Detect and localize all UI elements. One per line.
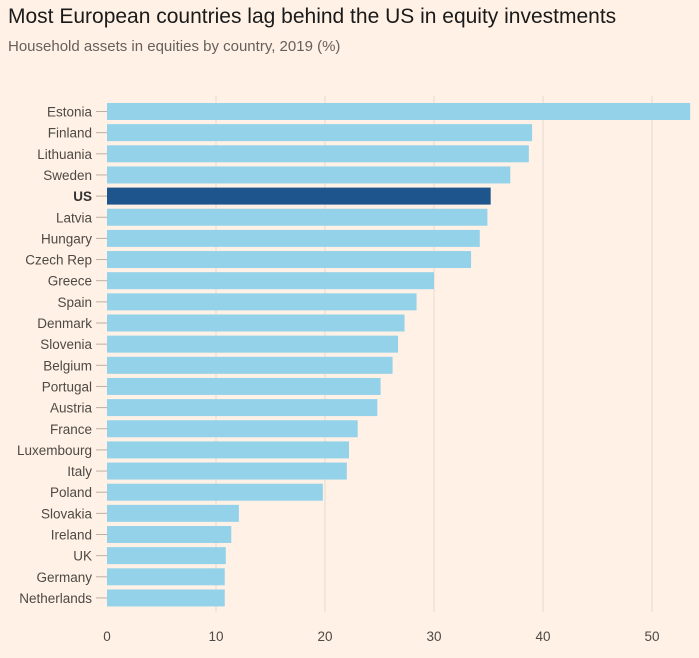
x-tick-label: 50 xyxy=(644,629,659,644)
bar-poland xyxy=(107,483,323,501)
category-label: France xyxy=(50,422,92,437)
category-label: Luxembourg xyxy=(17,443,92,458)
bar-italy xyxy=(107,462,347,480)
category-label: Austria xyxy=(50,401,93,416)
category-label: Greece xyxy=(48,274,92,289)
category-label: Czech Rep xyxy=(25,253,92,268)
bar-us xyxy=(107,187,491,205)
category-label: Finland xyxy=(48,126,92,141)
bar-belgium xyxy=(107,356,393,374)
bar-sweden xyxy=(107,166,511,184)
bar-denmark xyxy=(107,314,405,332)
bar-ireland xyxy=(107,526,232,543)
category-label: Denmark xyxy=(37,316,92,331)
x-tick-label: 30 xyxy=(426,629,441,644)
bar-uk xyxy=(107,547,226,565)
bar-spain xyxy=(107,293,417,311)
chart-title: Most European countries lag behind the U… xyxy=(8,5,617,28)
x-tick-label: 20 xyxy=(317,629,332,644)
category-label: Slovakia xyxy=(41,506,93,521)
category-label: UK xyxy=(73,549,92,564)
category-label: Latvia xyxy=(56,210,93,225)
bar-estonia xyxy=(107,103,691,120)
x-axis-ticks: 0 10 20 30 40 50 xyxy=(103,629,659,644)
bar-latvia xyxy=(107,208,488,226)
category-labels: Estonia Finland Lithuania Sweden US Latvia Hun… xyxy=(17,105,107,606)
bar-netherlands xyxy=(107,589,225,607)
category-label: Belgium xyxy=(43,358,92,373)
bars xyxy=(107,103,691,607)
bar-germany xyxy=(107,568,225,586)
bar-france xyxy=(107,420,358,438)
x-tick-label: 40 xyxy=(535,629,550,644)
bar-hungary xyxy=(107,229,480,247)
category-label: Portugal xyxy=(42,379,92,394)
category-label: Poland xyxy=(50,485,92,500)
category-label: US xyxy=(73,189,92,204)
category-label: Ireland xyxy=(51,528,92,543)
bar-luxembourg xyxy=(107,441,349,459)
bar-slovenia xyxy=(107,335,399,353)
bar-lithuania xyxy=(107,145,529,163)
category-label: Sweden xyxy=(43,168,92,183)
bar-austria xyxy=(107,399,378,417)
category-label: Hungary xyxy=(41,231,92,246)
category-label: Slovenia xyxy=(40,337,92,352)
bar-czech-rep xyxy=(107,251,472,269)
category-label: Estonia xyxy=(47,105,93,120)
bar-portugal xyxy=(107,377,381,395)
category-label: Germany xyxy=(36,570,92,585)
category-label: Spain xyxy=(57,295,92,310)
bar-greece xyxy=(107,272,434,290)
category-label: Netherlands xyxy=(19,591,92,606)
x-tick-label: 0 xyxy=(103,629,111,644)
category-label: Lithuania xyxy=(37,147,92,162)
x-tick-label: 10 xyxy=(208,629,223,644)
chart-subtitle: Household assets in equities by country,… xyxy=(8,38,341,55)
bar-finland xyxy=(107,124,533,142)
bar-slovakia xyxy=(107,504,239,522)
category-label: Italy xyxy=(67,464,92,479)
